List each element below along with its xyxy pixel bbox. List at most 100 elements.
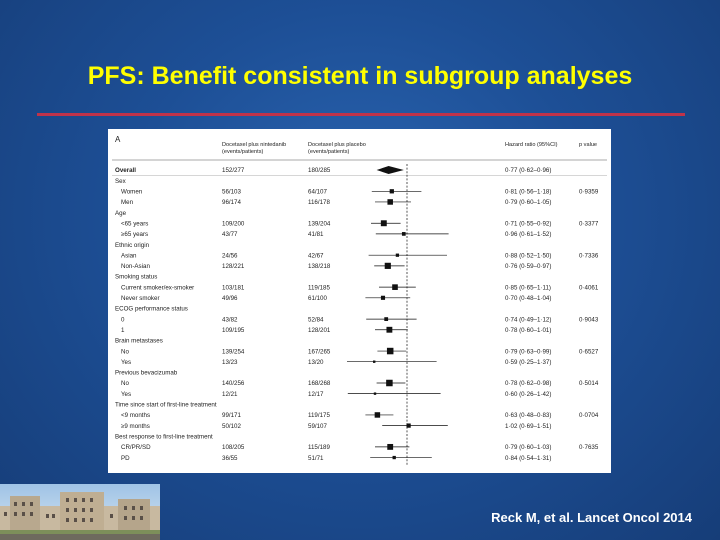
hazard-ratio-text: 0·79 (0·63–0·99) — [505, 348, 551, 355]
events-group2: 119/185 — [308, 284, 330, 291]
column-header-p: p value — [579, 142, 597, 148]
hazard-ratio-text: 0·79 (0·60–1·05) — [505, 199, 551, 206]
hazard-ratio-text: 0·70 (0·48–1·04) — [505, 295, 551, 302]
point-estimate — [401, 232, 406, 236]
point-estimate — [387, 443, 394, 450]
hazard-ratio-text: 0·76 (0·59–0·97) — [505, 263, 551, 270]
hazard-ratio-text: 0·79 (0·60–1·03) — [505, 444, 551, 451]
column-header-group1-sub: (events/patients) — [222, 149, 263, 155]
hazard-ratio-text: 0·85 (0·65–1·11) — [505, 284, 551, 291]
events-group1: 99/171 — [222, 412, 241, 419]
events-group1: 139/254 — [222, 348, 245, 355]
events-group1: 108/205 — [222, 444, 245, 451]
p-value: 0·9043 — [579, 316, 599, 323]
subgroup-header: Brain metastases — [115, 338, 163, 345]
events-group1: 109/195 — [222, 327, 245, 334]
events-group2: 13/20 — [308, 359, 324, 366]
subgroup-header: Previous bevacizumab — [115, 370, 178, 377]
hazard-ratio-text: 0·60 (0·26–1·42) — [505, 391, 551, 398]
row-label: <9 months — [121, 412, 150, 419]
events-group1: 109/200 — [222, 220, 245, 227]
events-group2: 61/100 — [308, 295, 327, 302]
events-group1: 43/82 — [222, 316, 238, 323]
point-estimate — [395, 253, 400, 257]
p-value: 0·9359 — [579, 189, 599, 196]
row-label: Current smoker/ex-smoker — [121, 284, 194, 291]
hazard-ratio-text: 0·74 (0·49–1·12) — [505, 316, 551, 323]
point-estimate — [386, 347, 394, 355]
row-label: ≥9 months — [121, 423, 150, 430]
point-estimate — [384, 262, 391, 269]
point-estimate — [380, 220, 387, 227]
row-label: <65 years — [121, 220, 148, 227]
events-group2: 116/178 — [308, 199, 330, 206]
p-value: 0·5014 — [579, 380, 599, 387]
hazard-ratio-text: 0·59 (0·25–1·37) — [505, 359, 551, 366]
events-group2: 128/201 — [308, 327, 331, 334]
events-group2: 167/265 — [308, 348, 331, 355]
point-estimate — [387, 199, 393, 205]
events-group2: 12/17 — [308, 391, 324, 398]
events-group2: 51/71 — [308, 455, 324, 462]
events-group1: 103/181 — [222, 284, 245, 291]
row-label: Women — [121, 189, 143, 196]
point-estimate — [373, 392, 377, 395]
events-group1: 152/277 — [222, 167, 245, 174]
events-group2: 115/189 — [308, 444, 330, 451]
events-group1: 50/102 — [222, 423, 241, 430]
events-group2: 64/107 — [308, 189, 327, 196]
events-group2: 180/285 — [308, 167, 331, 174]
events-group2: 119/175 — [308, 412, 330, 419]
events-group1: 24/56 — [222, 252, 238, 259]
title-divider — [37, 113, 685, 116]
row-label: CR/PR/SD — [121, 444, 151, 451]
events-group2: 168/268 — [308, 380, 331, 387]
events-group2: 41/81 — [308, 231, 324, 238]
point-estimate — [384, 317, 389, 321]
row-label: 1 — [121, 327, 125, 334]
row-label: Yes — [121, 391, 131, 398]
slide-title: PFS: Benefit consistent in subgroup anal… — [87, 62, 633, 90]
p-value: 0·0704 — [579, 412, 599, 419]
events-group2: 42/67 — [308, 252, 324, 259]
column-header-group1: Docetaxel plus nintedanib — [222, 142, 286, 148]
point-estimate — [392, 455, 396, 460]
hazard-ratio-text: 0·77 (0·62–0·96) — [505, 167, 551, 174]
hazard-ratio-text: 0·63 (0·48–0·83) — [505, 412, 551, 419]
subgroup-header: Sex — [115, 178, 127, 185]
row-label: Asian — [121, 252, 137, 259]
p-value: 0·3377 — [579, 220, 599, 227]
events-group2: 59/107 — [308, 423, 327, 430]
row-label: ≥65 years — [121, 231, 148, 238]
hazard-ratio-text: 0·81 (0·56–1·18) — [505, 189, 551, 196]
hazard-ratio-text: 0·78 (0·60–1·01) — [505, 327, 551, 334]
events-group1: 13/23 — [222, 359, 238, 366]
column-header-hr: Hazard ratio (95%CI) — [505, 142, 558, 148]
citation: Reck M, et al. Lancet Oncol 2014 — [491, 510, 692, 525]
panel-label: A — [115, 135, 121, 144]
point-estimate — [386, 379, 393, 387]
events-group2: 52/84 — [308, 316, 324, 323]
subgroup-header: Best response to first-line treatment — [115, 433, 213, 440]
column-header-group2: Docetaxel plus placebo — [308, 142, 366, 148]
events-group1: 128/221 — [222, 263, 245, 270]
point-estimate — [392, 284, 398, 290]
events-group2: 138/218 — [308, 263, 331, 270]
row-label: Yes — [121, 359, 131, 366]
events-group1: 12/21 — [222, 391, 238, 398]
events-group1: 96/174 — [222, 199, 241, 206]
overall-diamond — [376, 166, 404, 174]
row-label: No — [121, 380, 129, 387]
row-label: Non-Asian — [121, 263, 150, 270]
hazard-ratio-text: 0·96 (0·61–1·52) — [505, 231, 551, 238]
events-group1: 36/55 — [222, 455, 238, 462]
row-label: 0 — [121, 316, 125, 323]
hazard-ratio-text: 0·88 (0·52–1·50) — [505, 252, 551, 259]
row-label: PD — [121, 455, 130, 462]
forest-plot: A Docetaxel plus nintedanib(events/patien… — [112, 135, 607, 466]
p-value: 0·7635 — [579, 444, 599, 451]
events-group2: 139/204 — [308, 220, 331, 227]
subgroup-header: ECOG performance status — [115, 306, 188, 313]
point-estimate — [389, 189, 394, 194]
point-estimate — [386, 326, 393, 333]
